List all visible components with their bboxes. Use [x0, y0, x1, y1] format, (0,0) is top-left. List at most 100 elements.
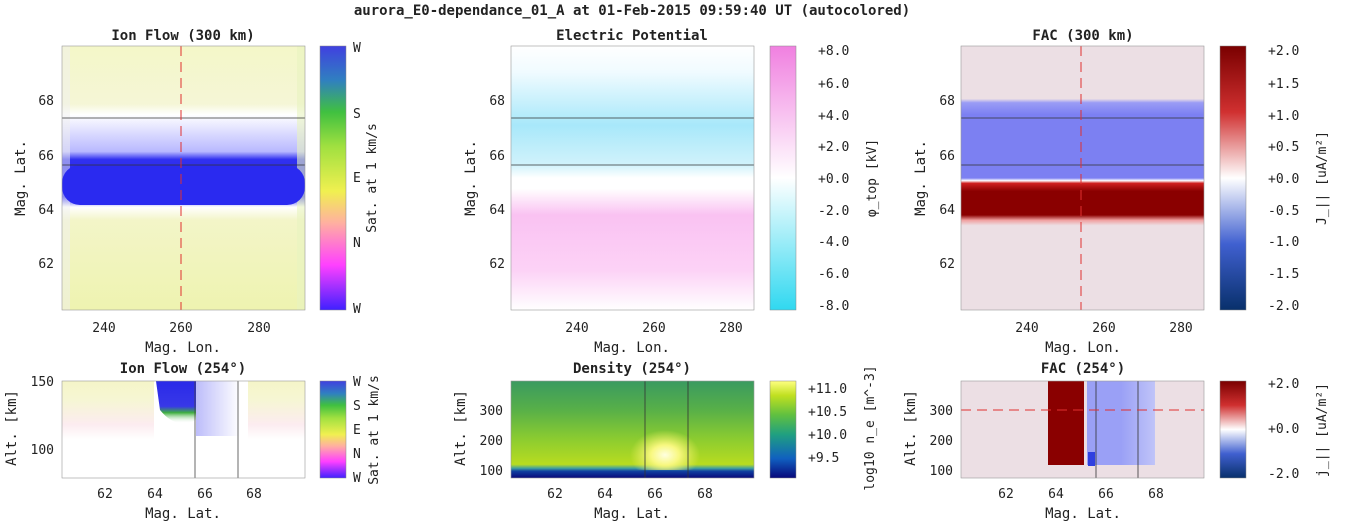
panel-density-alt: Density (254°) 62 64 66 68 300 200 100 M…	[453, 361, 878, 522]
x-tick-label: 62	[97, 487, 113, 502]
x-ticks: 240 260 280	[565, 321, 742, 336]
y-ticks: 68 66 64 62	[38, 94, 54, 272]
colorbar-tick: +6.0	[818, 77, 849, 92]
y-axis-label: Alt. [km]	[453, 390, 469, 466]
colorbar-tick: +0.5	[1268, 140, 1299, 155]
colorbar-tick: -8.0	[818, 299, 849, 314]
y-tick-label: 100	[930, 464, 953, 479]
colorbar	[1219, 380, 1247, 479]
x-tick-label: 240	[1015, 321, 1038, 336]
y-axis-label: Alt. [km]	[4, 390, 20, 466]
x-axis-label: Mag. Lon.	[145, 340, 221, 356]
colorbar-tick: -1.5	[1268, 267, 1299, 282]
colorbar-tick: W	[353, 41, 361, 56]
x-axis-label: Mag. Lat.	[145, 506, 221, 522]
colorbar-label: J_|| [uA/m²]	[1315, 131, 1330, 225]
colorbar-tick: N	[353, 447, 361, 462]
blue-band	[62, 165, 305, 205]
colorbar-tick: +0.0	[1268, 172, 1299, 187]
y-ticks: 68 66 64 62	[939, 94, 955, 272]
colorbar-tick: E	[353, 423, 361, 438]
colorbar-tick: -0.5	[1268, 204, 1299, 219]
colorbar-tick: -2.0	[818, 204, 849, 219]
panel-title: Ion Flow (300 km)	[111, 28, 254, 44]
x-tick-label: 260	[169, 321, 192, 336]
colorbar	[319, 380, 347, 479]
heatmap-field	[961, 46, 1204, 310]
y-tick-label: 68	[38, 94, 54, 109]
colorbar	[319, 45, 347, 311]
panel-fac-alt: FAC (254°) 62 64 66 68 300 200 100 Mag. …	[903, 361, 1330, 522]
panel-title: FAC (254°)	[1041, 361, 1125, 377]
axes-frame	[510, 380, 755, 479]
panel-title: Ion Flow (254°)	[120, 361, 246, 377]
y-tick-label: 200	[480, 434, 503, 449]
y-tick-label: 62	[489, 257, 505, 272]
colorbar-tick: +2.0	[818, 140, 849, 155]
fade-band	[196, 381, 240, 436]
axes-frame	[960, 45, 1205, 311]
colorbar	[769, 380, 797, 479]
colorbar-tick: +2.0	[1268, 44, 1299, 59]
x-tick-label: 68	[246, 487, 262, 502]
colorbar-tick: -4.0	[818, 235, 849, 250]
colorbar-tick: +11.0	[808, 382, 847, 397]
colorbar-tick: +4.0	[818, 109, 849, 124]
colorbar-tick: +0.0	[1268, 422, 1299, 437]
colorbar-tick: -2.0	[1268, 467, 1299, 482]
x-tick-label: 66	[1098, 487, 1114, 502]
colorbar-tick: +1.0	[1268, 109, 1299, 124]
y-tick-label: 62	[939, 257, 955, 272]
flow-blob	[156, 381, 196, 424]
colorbar-tick: -6.0	[818, 267, 849, 282]
y-tick-label: 64	[489, 203, 505, 218]
x-tick-label: 62	[998, 487, 1014, 502]
x-tick-label: 280	[719, 321, 742, 336]
colorbar-label: log10 n_e [m^-3]	[863, 365, 878, 490]
heatmap-field	[511, 46, 754, 310]
axes-frame	[61, 45, 306, 311]
y-tick-label: 100	[480, 464, 503, 479]
figure-title: aurora_E0-dependance_01_A at 01-Feb-2015…	[354, 3, 910, 19]
x-ticks: 62 64 66 68	[547, 487, 713, 502]
y-tick-label: 200	[930, 434, 953, 449]
colorbar-tick: +2.0	[1268, 377, 1299, 392]
y-ticks: 300 200 100	[930, 404, 953, 479]
axes-frame	[510, 45, 755, 311]
x-axis-label: Mag. Lon.	[594, 340, 670, 356]
x-ticks: 240 260 280	[1015, 321, 1192, 336]
x-tick-label: 280	[247, 321, 270, 336]
panel-title: Electric Potential	[556, 28, 708, 44]
colorbar-tick: +0.0	[818, 172, 849, 187]
colorbar-tick: E	[353, 171, 361, 186]
x-tick-label: 66	[197, 487, 213, 502]
colorbar-tick: -2.0	[1268, 299, 1299, 314]
x-tick-label: 240	[565, 321, 588, 336]
y-tick-label: 64	[38, 203, 54, 218]
y-tick-label: 150	[31, 375, 54, 390]
x-axis-label: Mag. Lat.	[1045, 506, 1121, 522]
colorbar-label: Sat. at 1 km/s	[365, 123, 380, 233]
colorbar-tick: N	[353, 236, 361, 251]
x-ticks: 62 64 66 68	[998, 487, 1164, 502]
panel-fac-top: FAC (300 km) 240 260 280 68 66 64 62 Mag…	[913, 28, 1330, 356]
y-tick-label: 66	[489, 149, 505, 164]
y-ticks: 68 66 64 62	[489, 94, 505, 272]
x-tick-label: 64	[1048, 487, 1064, 502]
colorbar-tick: -1.0	[1268, 235, 1299, 250]
x-tick-label: 68	[1148, 487, 1164, 502]
x-axis-label: Mag. Lat.	[594, 506, 670, 522]
x-tick-label: 68	[697, 487, 713, 502]
y-axis-label: Mag. Lat.	[913, 140, 929, 216]
y-tick-label: 68	[489, 94, 505, 109]
x-ticks: 62 64 66 68	[97, 487, 262, 502]
x-tick-label: 240	[92, 321, 115, 336]
y-tick-label: 300	[930, 404, 953, 419]
panel-ion-flow-top: Ion Flow (300 km) 240 260 280 68 66 64 6…	[13, 28, 380, 356]
y-tick-label: 66	[939, 149, 955, 164]
colorbar-tick: S	[353, 107, 361, 122]
colorbar-tick: +10.0	[808, 428, 847, 443]
x-tick-label: 64	[597, 487, 613, 502]
y-tick-label: 68	[939, 94, 955, 109]
